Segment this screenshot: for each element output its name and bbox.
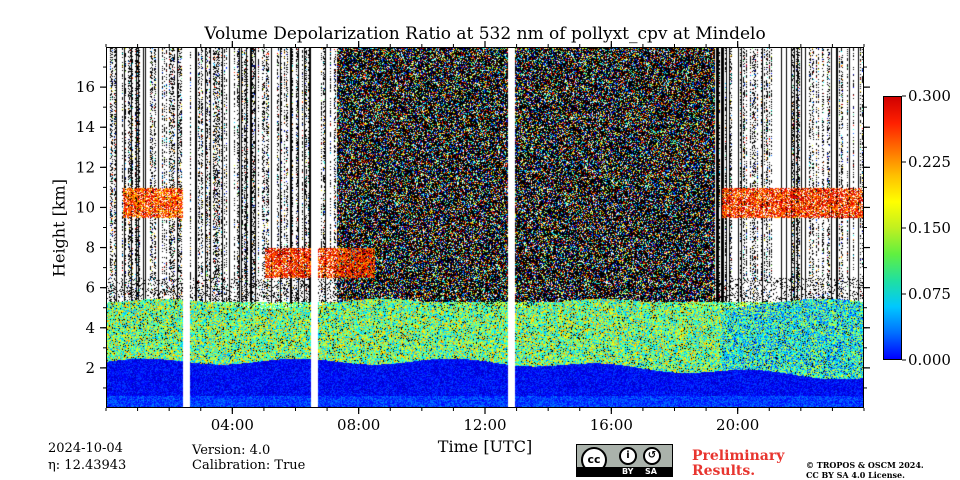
preliminary-line-1: Preliminary	[692, 448, 785, 464]
colorbar-tick-label: 0.150	[908, 219, 951, 237]
attribution-person-icon: i	[619, 447, 637, 465]
y-tick-label: 2	[85, 359, 95, 377]
cc-sa-label: SA	[645, 467, 657, 476]
license-line-1: © TROPOS & OSCM 2024.	[806, 460, 924, 470]
y-tick-label: 6	[85, 279, 95, 297]
x-tick-label: 20:00	[716, 416, 759, 434]
preliminary-results-note: Preliminary Results.	[692, 449, 784, 479]
y-tick-label: 12	[76, 158, 95, 176]
colorbar-tick-label: 0.225	[908, 153, 951, 171]
x-tick-label: 12:00	[463, 416, 506, 434]
y-tick-label: 16	[76, 78, 95, 96]
version-text: Version: 4.0	[192, 443, 271, 458]
cc-badge-band	[577, 467, 672, 476]
x-tick-label: 08:00	[337, 416, 380, 434]
y-tick-label: 8	[85, 239, 95, 257]
colorbar-tick-label: 0.000	[908, 351, 951, 369]
cc-license-badge: cc i ↺ BY SA	[576, 444, 673, 477]
share-alike-icon: ↺	[643, 447, 661, 465]
chart-title: Volume Depolarization Ratio at 532 nm of…	[204, 24, 766, 44]
depolarization-heatmap	[107, 48, 863, 407]
colorbar-tick-label: 0.075	[908, 285, 951, 303]
eta-text: η: 12.43943	[48, 458, 127, 473]
date-text: 2024-10-04	[48, 441, 123, 456]
x-axis-label: Time [UTC]	[437, 437, 533, 456]
cc-by-label: BY	[622, 467, 634, 476]
colorbar-tick-label: 0.300	[908, 87, 951, 105]
preliminary-line-2: Results.	[692, 463, 756, 479]
x-tick-label: 04:00	[211, 416, 254, 434]
license-line-2: CC BY SA 4.0 License.	[806, 470, 905, 480]
colorbar	[883, 96, 902, 360]
y-tick-label: 4	[85, 319, 95, 337]
plot-area	[106, 47, 864, 408]
y-tick-label: 10	[76, 198, 95, 216]
y-axis-label: Height [km]	[49, 179, 69, 277]
y-tick-label: 14	[76, 118, 95, 136]
license-note: © TROPOS & OSCM 2024. CC BY SA 4.0 Licen…	[806, 460, 924, 480]
x-tick-label: 16:00	[590, 416, 633, 434]
calibration-text: Calibration: True	[192, 458, 306, 473]
